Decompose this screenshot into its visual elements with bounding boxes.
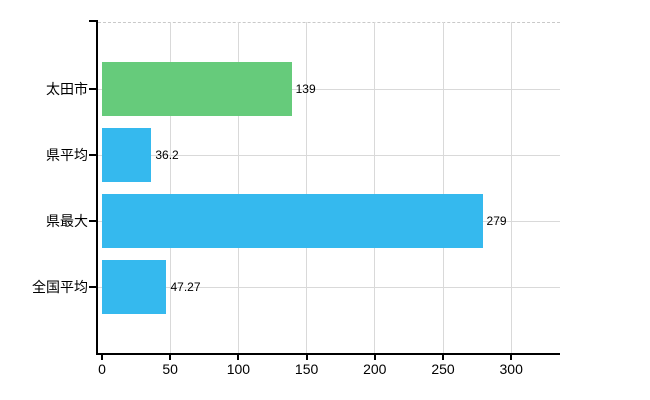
category-tick — [89, 286, 97, 288]
x-tick-label: 50 — [162, 361, 178, 377]
gridline-vertical — [306, 22, 308, 353]
bar — [102, 260, 167, 314]
x-axis-tick — [442, 355, 444, 360]
x-tick-label: 200 — [363, 361, 387, 377]
bar — [102, 62, 292, 116]
x-tick-label: 250 — [431, 361, 455, 377]
plot-top-border — [98, 22, 560, 23]
category-label: 全国平均 — [32, 279, 88, 295]
gridline-vertical — [510, 22, 512, 353]
gridline-vertical — [374, 22, 376, 353]
bar — [102, 194, 483, 248]
x-axis-tick — [101, 355, 103, 360]
category-label: 県最大 — [46, 213, 88, 229]
category-label: 太田市 — [46, 81, 88, 97]
x-tick-label: 0 — [98, 361, 106, 377]
x-axis-tick — [373, 355, 376, 360]
bar-value-label: 139 — [295, 82, 316, 96]
y-axis-line — [96, 20, 98, 355]
x-axis-tick — [305, 355, 308, 360]
bar-value-label: 47.27 — [170, 280, 201, 294]
x-axis-tick — [510, 355, 513, 360]
gridline-vertical — [442, 22, 444, 353]
x-axis-tick — [169, 355, 172, 360]
category-tick — [89, 220, 97, 222]
x-tick-label: 300 — [499, 361, 523, 377]
y-axis-top-tick — [89, 20, 97, 22]
gridline-horizontal — [98, 155, 560, 156]
category-tick — [89, 88, 97, 90]
bar-value-label: 36.2 — [155, 148, 179, 162]
gridline-vertical — [169, 22, 171, 353]
bar — [102, 128, 152, 182]
x-tick-label: 150 — [294, 361, 319, 377]
bar-value-label: 279 — [486, 214, 507, 228]
gridline-horizontal — [98, 89, 560, 90]
x-axis-tick — [237, 355, 240, 360]
x-axis-line — [96, 353, 560, 355]
category-tick — [89, 154, 97, 156]
category-label: 県平均 — [46, 147, 88, 163]
x-tick-label: 100 — [226, 361, 251, 377]
gridline-vertical — [237, 22, 239, 353]
gridline-horizontal — [98, 287, 560, 288]
